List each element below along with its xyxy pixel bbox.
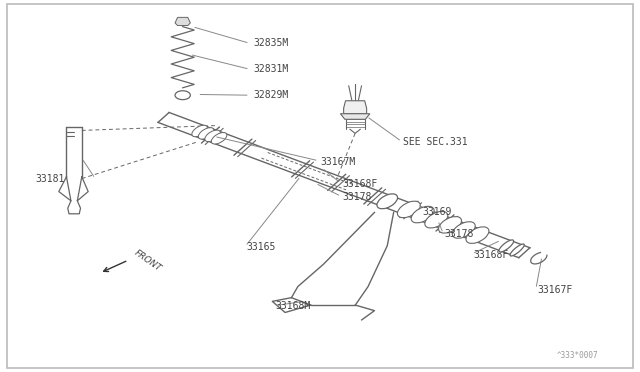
Ellipse shape bbox=[438, 217, 461, 233]
Polygon shape bbox=[175, 17, 190, 26]
Polygon shape bbox=[340, 114, 370, 119]
Ellipse shape bbox=[198, 128, 214, 139]
Text: 33169: 33169 bbox=[422, 207, 452, 217]
Text: 33178: 33178 bbox=[342, 192, 372, 202]
Ellipse shape bbox=[211, 132, 227, 144]
Text: SEE SEC.331: SEE SEC.331 bbox=[403, 137, 468, 147]
Text: 33181: 33181 bbox=[36, 174, 65, 184]
Ellipse shape bbox=[411, 206, 434, 223]
Text: 32831M: 32831M bbox=[253, 64, 288, 74]
Polygon shape bbox=[344, 101, 367, 114]
Text: 33168F: 33168F bbox=[342, 179, 378, 189]
Text: 33165: 33165 bbox=[246, 242, 276, 252]
Text: 33178: 33178 bbox=[445, 229, 474, 239]
Text: 32829M: 32829M bbox=[253, 90, 288, 100]
Ellipse shape bbox=[510, 244, 524, 256]
Text: 33168F: 33168F bbox=[473, 250, 509, 260]
Ellipse shape bbox=[397, 201, 420, 218]
Text: 33167M: 33167M bbox=[320, 157, 355, 167]
Text: 33167F: 33167F bbox=[537, 285, 572, 295]
Ellipse shape bbox=[466, 227, 489, 243]
Ellipse shape bbox=[192, 125, 207, 137]
Text: ^333*0007: ^333*0007 bbox=[556, 351, 598, 360]
Text: 33168M: 33168M bbox=[275, 301, 310, 311]
Text: 32835M: 32835M bbox=[253, 38, 288, 48]
Text: FRONT: FRONT bbox=[133, 248, 163, 273]
Ellipse shape bbox=[205, 130, 220, 142]
Ellipse shape bbox=[377, 194, 397, 209]
Ellipse shape bbox=[452, 222, 476, 238]
Ellipse shape bbox=[425, 211, 448, 228]
Ellipse shape bbox=[499, 240, 514, 252]
